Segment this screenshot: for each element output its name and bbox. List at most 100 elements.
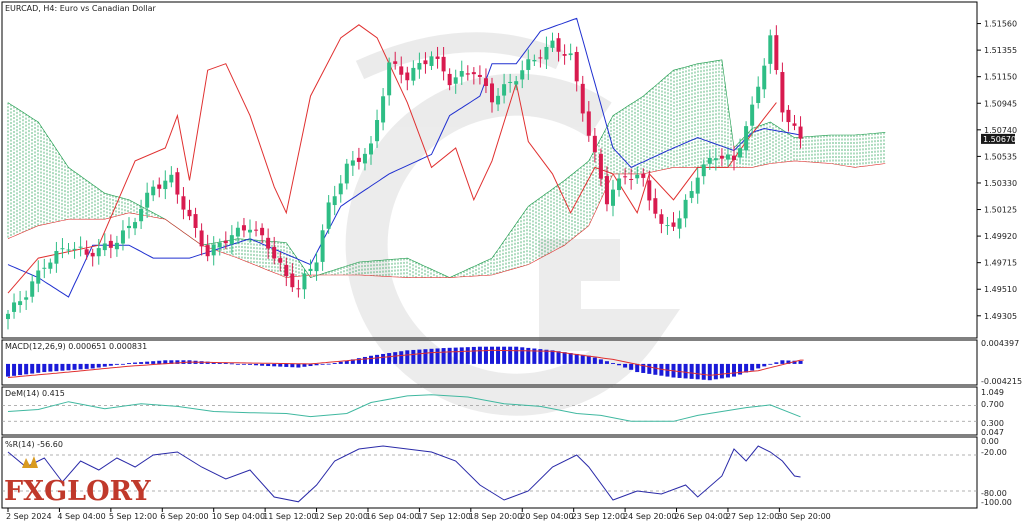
- candle-body: [780, 72, 785, 113]
- macd-histogram-bar: [556, 351, 561, 364]
- candle-body: [320, 230, 325, 262]
- macd-histogram-bar: [701, 363, 706, 380]
- candle-body: [423, 60, 428, 65]
- macd-histogram-bar: [647, 363, 652, 374]
- candle-body: [526, 59, 531, 70]
- time-tick-label: 20 Sep 04:00: [520, 512, 573, 521]
- candle-body: [102, 243, 107, 251]
- candle-body: [635, 174, 640, 179]
- candle-body: [617, 178, 622, 191]
- macd-panel-frame: [1, 339, 978, 386]
- macd-histogram-bar: [550, 350, 555, 364]
- candle-body: [435, 56, 440, 59]
- candle-body: [611, 189, 615, 206]
- candle-body: [290, 273, 295, 288]
- candle-body: [732, 155, 736, 161]
- macd-histogram-bar: [719, 363, 724, 379]
- price-tick-label: 1.50330: [984, 179, 1017, 188]
- macd-histogram-bar: [641, 363, 646, 373]
- candle-body: [671, 222, 676, 227]
- macd-histogram-bar: [586, 355, 591, 364]
- candle-body: [133, 222, 138, 229]
- candle-body: [465, 73, 470, 75]
- candle-body: [399, 66, 404, 75]
- price-tick-label: 1.51150: [984, 73, 1017, 82]
- macd-histogram-bar: [435, 348, 440, 364]
- candle-body: [296, 288, 301, 290]
- macd-histogram-bar: [617, 363, 622, 366]
- macd-histogram-bar: [423, 349, 428, 364]
- candle-body: [477, 74, 482, 77]
- candle-body: [411, 67, 416, 81]
- candle-body: [181, 196, 186, 210]
- wpr-axis-1: 0.00: [981, 437, 999, 446]
- candle-body: [580, 83, 585, 114]
- candle-body: [653, 198, 658, 214]
- candle-body: [272, 246, 277, 259]
- macd-histogram-bar: [30, 363, 35, 374]
- candle-body: [120, 230, 125, 244]
- macd-histogram-bar: [139, 362, 144, 364]
- macd-histogram-bar: [580, 354, 585, 364]
- macd-histogram-bar: [314, 363, 319, 366]
- candle-body: [6, 313, 10, 320]
- macd-histogram-bar: [490, 346, 494, 364]
- price-tick-label: 1.50740: [984, 126, 1017, 135]
- candle-body: [707, 157, 712, 164]
- candle-body: [145, 192, 150, 208]
- candle-body: [235, 227, 240, 237]
- candle-body: [762, 65, 767, 90]
- macd-histogram-bar: [417, 349, 422, 364]
- macd-histogram-bar: [18, 363, 23, 376]
- macd-histogram-bar: [732, 363, 736, 377]
- candle-body: [659, 214, 664, 224]
- candle-body: [744, 126, 749, 151]
- macd-signal-line: [7, 349, 804, 378]
- macd-histogram-bar: [387, 353, 392, 364]
- macd-histogram-bar: [375, 354, 380, 364]
- macd-histogram-bar: [163, 360, 168, 364]
- macd-histogram-bar: [266, 363, 271, 367]
- macd-histogram-bar: [744, 363, 749, 373]
- time-tick-label: 30 Sep 20:00: [777, 512, 830, 521]
- macd-histogram-bar: [211, 362, 216, 364]
- candle-body: [798, 126, 803, 139]
- candle-body: [127, 225, 131, 229]
- price-tick-label: 1.51355: [984, 46, 1017, 55]
- price-tick-label: 1.51560: [984, 20, 1017, 29]
- senkou-span-a-line: [7, 59, 886, 278]
- macd-histogram-bar: [683, 363, 688, 379]
- macd-histogram-bar: [756, 363, 761, 369]
- time-tick-label: 5 Sep 12:00: [109, 512, 157, 521]
- candle-body: [314, 262, 319, 272]
- macd-histogram-bar: [241, 363, 246, 365]
- price-tick-label: 1.50535: [984, 152, 1017, 161]
- macd-histogram-bar: [562, 352, 567, 364]
- candle-body: [538, 57, 543, 59]
- macd-histogram-bar: [72, 363, 77, 370]
- candle-body: [350, 160, 355, 166]
- macd-histogram-bar: [235, 363, 240, 365]
- macd-histogram-bar: [611, 363, 615, 364]
- price-tick-label: 1.50945: [984, 99, 1017, 108]
- candle-body: [725, 154, 730, 160]
- macd-histogram-bar: [84, 363, 89, 369]
- demarker-plot: [2, 394, 977, 422]
- candle-body: [562, 54, 567, 56]
- kijun-sen-line: [7, 17, 801, 298]
- candle-body: [429, 56, 434, 66]
- wpr-axis-4: -100.00: [981, 498, 1012, 507]
- macd-histogram-bar: [635, 363, 640, 373]
- candle-body: [254, 229, 259, 231]
- time-tick-label: 12 Sep 20:00: [315, 512, 368, 521]
- candle-body: [750, 104, 755, 126]
- macd-histogram-bar: [762, 363, 767, 367]
- macd-histogram-bar: [272, 363, 277, 367]
- crown-icon: [22, 456, 38, 468]
- candle-body: [18, 301, 23, 306]
- candle-body: [199, 230, 204, 247]
- candle-body: [514, 81, 519, 85]
- macd-histogram-bar: [526, 347, 531, 364]
